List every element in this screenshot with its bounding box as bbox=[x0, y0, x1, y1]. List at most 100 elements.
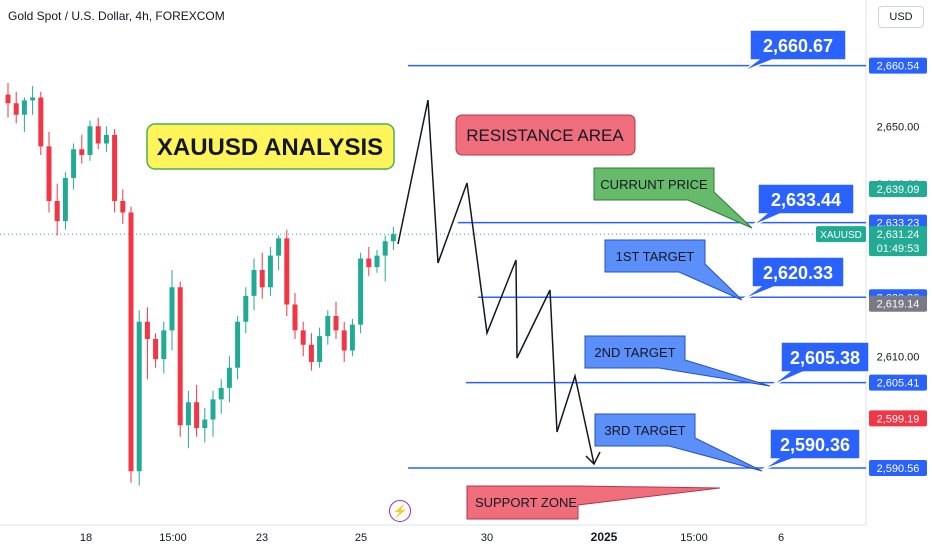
candle-body bbox=[71, 149, 77, 178]
svg-text:3RD TARGET: 3RD TARGET bbox=[604, 423, 685, 438]
candle-body bbox=[292, 304, 298, 331]
y-tick-label: 2,610.00 bbox=[877, 351, 920, 363]
candle bbox=[251, 258, 257, 311]
candle bbox=[62, 172, 68, 230]
svg-text:2,590.56: 2,590.56 bbox=[877, 463, 920, 475]
candle-body bbox=[243, 295, 249, 322]
candle-body bbox=[120, 201, 126, 213]
candle-body bbox=[341, 330, 347, 351]
candle bbox=[308, 333, 314, 371]
svg-text:XAUUSD ANALYSIS: XAUUSD ANALYSIS bbox=[157, 134, 383, 161]
candle bbox=[103, 126, 109, 153]
candle-body bbox=[79, 149, 85, 155]
x-tick-label: 15:00 bbox=[680, 532, 708, 544]
level-axis-tag: 2,605.41 bbox=[869, 374, 927, 391]
y-tick-label: 2,650.00 bbox=[877, 121, 920, 133]
candle bbox=[374, 249, 380, 273]
candle-body bbox=[210, 399, 216, 420]
candle-body bbox=[218, 387, 224, 400]
projection-group bbox=[397, 99, 601, 466]
candle bbox=[284, 229, 290, 316]
svg-text:RESISTANCE AREA: RESISTANCE AREA bbox=[466, 126, 624, 145]
candle-body bbox=[38, 97, 44, 147]
svg-text:2,660.67: 2,660.67 bbox=[763, 36, 833, 56]
candle-body bbox=[202, 419, 208, 429]
x-tick-label: 18 bbox=[80, 532, 92, 544]
candle bbox=[128, 206, 134, 483]
projection-arrowhead bbox=[585, 451, 601, 466]
candle bbox=[144, 307, 150, 380]
symbol-title[interactable]: Gold Spot / U.S. Dollar, 4h, FOREXCOM bbox=[8, 9, 225, 23]
candle-body bbox=[5, 94, 11, 104]
candle bbox=[46, 132, 52, 213]
candle bbox=[177, 281, 183, 437]
candle-body bbox=[226, 367, 232, 388]
target-label: 2ND TARGET bbox=[584, 335, 771, 387]
candle-body bbox=[62, 178, 68, 222]
svg-text:1ST TARGET: 1ST TARGET bbox=[616, 249, 695, 264]
price-callout: 2,590.36 bbox=[761, 428, 861, 471]
price-callout: 2,660.67 bbox=[741, 29, 847, 73]
price-axis: 2,650.002,640.002,620.002,610.002,600.00… bbox=[816, 57, 927, 477]
candle-body bbox=[317, 336, 323, 362]
level-axis-tag: 2,590.56 bbox=[869, 460, 927, 477]
candle bbox=[5, 83, 11, 118]
candle bbox=[161, 321, 167, 374]
candle-body bbox=[169, 287, 175, 331]
svg-text:2,639.09: 2,639.09 bbox=[877, 184, 920, 196]
x-tick-label: 30 bbox=[481, 532, 493, 544]
svg-text:2,590.36: 2,590.36 bbox=[780, 435, 850, 455]
candle bbox=[333, 301, 339, 339]
candle-body bbox=[46, 146, 52, 201]
candle bbox=[30, 86, 36, 115]
candles-group bbox=[5, 83, 396, 486]
candle bbox=[366, 247, 372, 276]
time-axis: 18 15:00 23 25 30 2025 15:00 6 bbox=[80, 530, 784, 544]
resistance-area-label: RESISTANCE AREA bbox=[455, 114, 636, 156]
axis-tag: 2,619.14 bbox=[869, 295, 927, 312]
level-axis-tag: 2,660.54 bbox=[869, 57, 927, 74]
candle bbox=[382, 235, 388, 282]
candle-body bbox=[30, 97, 36, 101]
candle-body bbox=[284, 238, 290, 305]
candle-body bbox=[153, 339, 159, 360]
candle-body bbox=[251, 270, 257, 296]
candle bbox=[300, 321, 306, 357]
candle bbox=[210, 390, 216, 437]
candle-body bbox=[194, 402, 200, 429]
candle bbox=[349, 318, 355, 357]
candle bbox=[218, 379, 224, 414]
candle-body bbox=[103, 134, 109, 144]
candle-body bbox=[308, 344, 314, 362]
candle bbox=[276, 235, 282, 270]
target-label: CURRUNT PRICE bbox=[593, 167, 753, 229]
target-label: 3RD TARGET bbox=[594, 413, 763, 472]
candle bbox=[185, 390, 191, 449]
candle bbox=[267, 247, 273, 296]
candle bbox=[120, 189, 126, 224]
svg-text:SUPPORT ZONE: SUPPORT ZONE bbox=[475, 495, 577, 510]
candle-body bbox=[267, 255, 273, 288]
candle-body bbox=[235, 321, 241, 368]
svg-text:2,599.19: 2,599.19 bbox=[877, 413, 920, 425]
candle bbox=[112, 129, 118, 213]
candle-body bbox=[144, 321, 150, 339]
svg-text:CURRUNT PRICE: CURRUNT PRICE bbox=[600, 177, 708, 192]
candle bbox=[194, 385, 200, 437]
axis-tag: 2,599.19 bbox=[869, 410, 927, 427]
candle bbox=[259, 252, 265, 299]
candle-body bbox=[13, 103, 19, 115]
candle-body bbox=[87, 126, 93, 155]
candle-body bbox=[382, 241, 388, 256]
lightning-icon[interactable]: ⚡ bbox=[389, 500, 411, 522]
candle bbox=[95, 117, 101, 150]
target-label: 1ST TARGET bbox=[604, 239, 743, 301]
candle bbox=[136, 310, 142, 486]
candle-body bbox=[136, 321, 142, 472]
price-callout: 2,633.44 bbox=[751, 183, 855, 227]
candle bbox=[153, 333, 159, 368]
candle-body bbox=[366, 258, 372, 268]
candle bbox=[390, 226, 396, 250]
currency-selector[interactable]: USD bbox=[878, 6, 924, 28]
